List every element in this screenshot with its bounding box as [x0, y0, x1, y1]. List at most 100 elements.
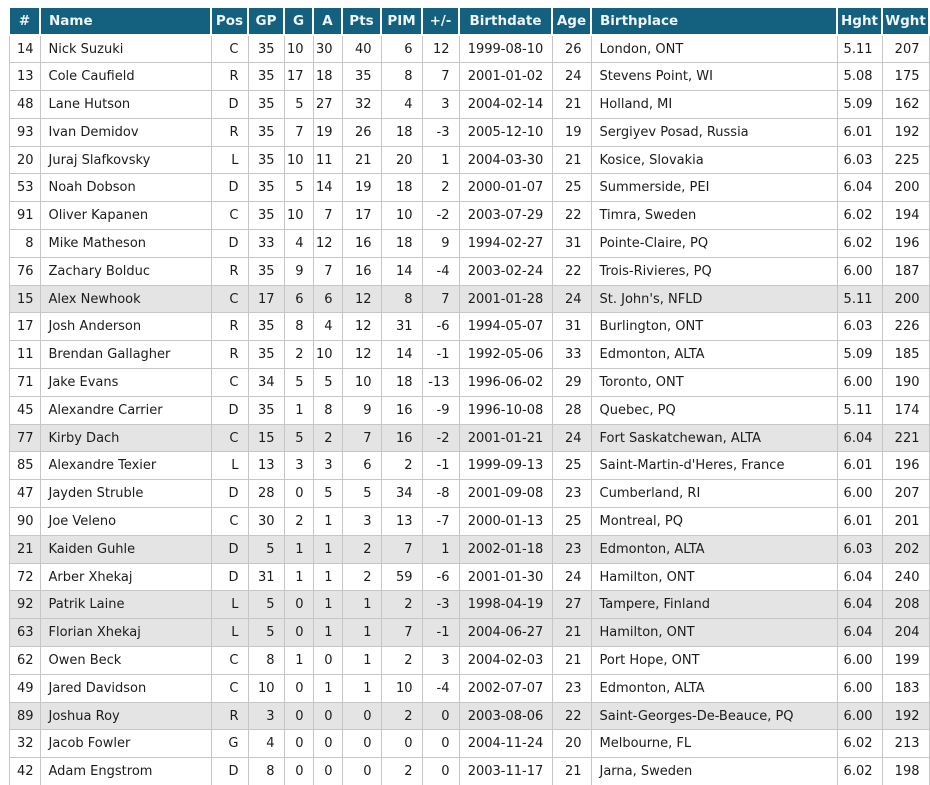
cell-g: 2: [283, 507, 314, 536]
table-row: 17 Josh Anderson R 35 8 4 12 31 -6 1994-05-07 31 Bu…: [8, 312, 930, 342]
cell-name: Alexandre Carrier: [39, 395, 212, 425]
cell-pts: 40: [341, 34, 382, 64]
cell-a: 7: [312, 256, 343, 286]
cell-birthdate: 2001-01-28: [458, 284, 553, 314]
cell-hght: 6.01: [836, 451, 883, 481]
cell-age: 24: [551, 62, 592, 92]
cell-age: 24: [551, 423, 592, 453]
cell-pim: 2: [380, 590, 423, 620]
cell-a: 0: [312, 729, 343, 759]
cell-g: 0: [283, 618, 314, 648]
table-row: 47 Jayden Struble D 28 0 5 5 34 -8 2001-09-08 23 Cu…: [8, 479, 930, 509]
table-row: 45 Alexandre Carrier D 35 1 8 9 16 -9 1996-10-08 2…: [8, 395, 930, 425]
cell-num: 45: [8, 395, 41, 425]
cell-wght: 202: [881, 534, 930, 564]
cell-plusminus: 0: [421, 757, 460, 785]
cell-name: Adam Engstrom: [39, 757, 212, 785]
cell-pts: 32: [341, 90, 382, 119]
cell-hght: 5.09: [836, 340, 883, 370]
cell-a: 1: [312, 534, 343, 564]
cell-pts: 35: [341, 62, 382, 92]
cell-gp: 3: [247, 701, 285, 731]
cell-pts: 19: [341, 173, 382, 203]
cell-birthdate: 2003-11-17: [458, 757, 553, 785]
cell-plusminus: -1: [421, 618, 460, 648]
column-header-points: Pts: [341, 6, 382, 36]
cell-hght: 6.02: [836, 757, 883, 785]
cell-wght: 162: [881, 90, 930, 119]
cell-name: Patrik Laine: [39, 590, 212, 620]
cell-pts: 6: [341, 451, 382, 481]
cell-g: 0: [283, 757, 314, 785]
cell-gp: 31: [247, 562, 285, 592]
cell-gp: 17: [247, 284, 285, 314]
cell-birthplace: Jarna, Sweden: [590, 757, 838, 785]
cell-birthplace: Port Hope, ONT: [590, 646, 838, 675]
cell-g: 0: [283, 673, 314, 703]
cell-plusminus: -3: [421, 117, 460, 147]
cell-pim: 18: [380, 229, 423, 258]
cell-pts: 5: [341, 479, 382, 509]
cell-gp: 13: [247, 451, 285, 481]
cell-pts: 26: [341, 117, 382, 147]
cell-num: 90: [8, 507, 41, 536]
cell-gp: 35: [247, 173, 285, 203]
cell-age: 22: [551, 201, 592, 231]
cell-plusminus: 12: [421, 34, 460, 64]
cell-hght: 5.11: [836, 34, 883, 64]
cell-birthdate: 1996-10-08: [458, 395, 553, 425]
cell-g: 0: [283, 479, 314, 509]
cell-gp: 28: [247, 479, 285, 509]
cell-wght: 199: [881, 646, 930, 675]
table-row: 53 Noah Dobson D 35 5 14 19 18 2 2000-01-07 25 Summ…: [8, 173, 930, 203]
cell-gp: 10: [247, 673, 285, 703]
cell-birthplace: Edmonton, ALTA: [590, 673, 838, 703]
cell-gp: 35: [247, 145, 285, 175]
cell-age: 21: [551, 646, 592, 675]
cell-pim: 2: [380, 757, 423, 785]
cell-g: 1: [283, 395, 314, 425]
cell-a: 12: [312, 229, 343, 258]
cell-num: 48: [8, 90, 41, 119]
cell-hght: 6.02: [836, 229, 883, 258]
cell-pts: 1: [341, 618, 382, 648]
cell-birthplace: Cumberland, RI: [590, 479, 838, 509]
cell-a: 8: [312, 395, 343, 425]
cell-a: 7: [312, 201, 343, 231]
cell-g: 2: [283, 340, 314, 370]
cell-wght: 185: [881, 340, 930, 370]
cell-pos: C: [210, 34, 249, 64]
cell-age: 23: [551, 673, 592, 703]
column-header-plusminus: +/-: [421, 6, 460, 36]
cell-age: 26: [551, 34, 592, 64]
cell-pos: D: [210, 395, 249, 425]
cell-birthplace: Summerside, PEI: [590, 173, 838, 203]
cell-name: Nick Suzuki: [39, 34, 212, 64]
cell-pos: C: [210, 646, 249, 675]
cell-gp: 34: [247, 368, 285, 397]
column-header-position: Pos: [210, 6, 249, 36]
cell-birthdate: 2003-08-06: [458, 701, 553, 731]
cell-pos: D: [210, 479, 249, 509]
cell-name: Arber Xhekaj: [39, 562, 212, 592]
cell-g: 10: [283, 145, 314, 175]
column-header-games: GP: [247, 6, 285, 36]
cell-g: 4: [283, 229, 314, 258]
cell-g: 8: [283, 312, 314, 342]
cell-wght: 225: [881, 145, 930, 175]
table-row: 15 Alex Newhook C 17 6 6 12 8 7 2001-01-28 24 St. J…: [8, 284, 930, 314]
cell-pim: 14: [380, 256, 423, 286]
cell-pts: 0: [341, 729, 382, 759]
cell-name: Juraj Slafkovsky: [39, 145, 212, 175]
cell-plusminus: -6: [421, 312, 460, 342]
cell-wght: 190: [881, 368, 930, 397]
cell-birthdate: 1994-05-07: [458, 312, 553, 342]
cell-birthplace: London, ONT: [590, 34, 838, 64]
cell-hght: 6.04: [836, 423, 883, 453]
cell-pos: G: [210, 729, 249, 759]
table-row: 62 Owen Beck C 8 1 0 1 2 3 2004-02-03 21 Port Hope,…: [8, 646, 930, 675]
cell-name: Joshua Roy: [39, 701, 212, 731]
cell-plusminus: -8: [421, 479, 460, 509]
cell-plusminus: -7: [421, 507, 460, 536]
table-row: 48 Lane Hutson D 35 5 27 32 4 3 2004-02-14 21 Holla…: [8, 90, 930, 119]
